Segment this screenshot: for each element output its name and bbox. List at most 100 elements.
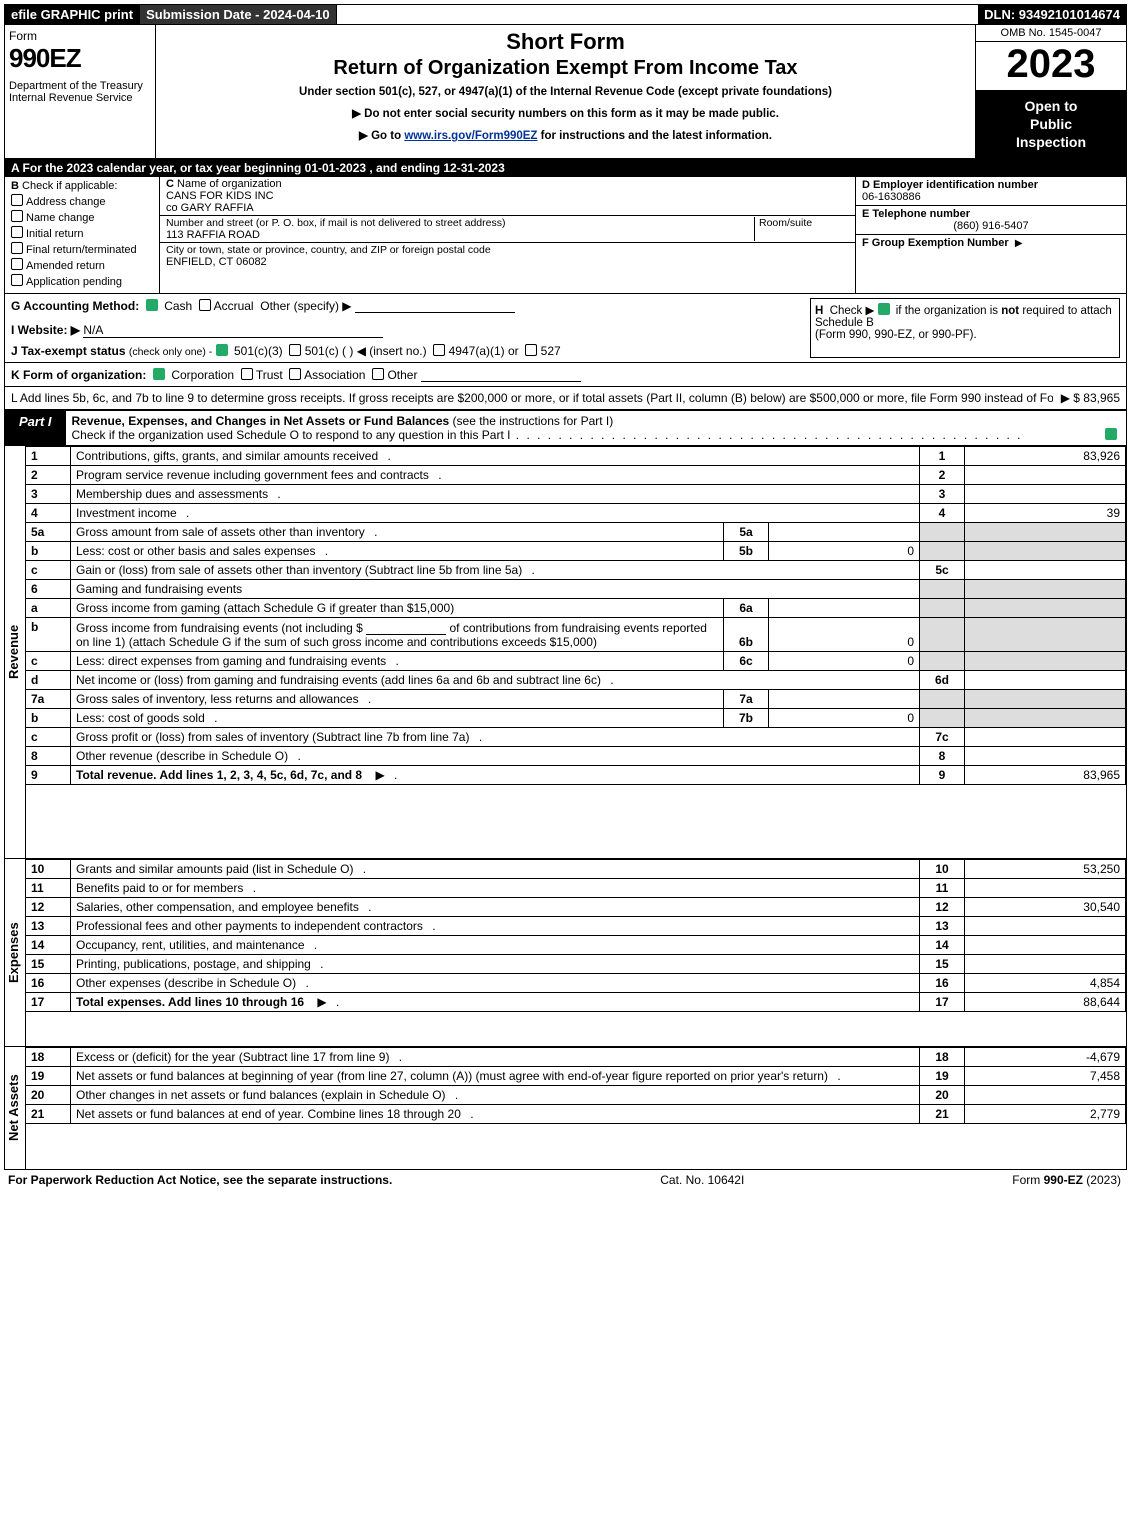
l6b-sub: 6b: [724, 617, 769, 651]
L-line: L Add lines 5b, 6c, and 7b to line 9 to …: [5, 387, 1126, 410]
l6b-blank[interactable]: [366, 620, 446, 635]
chk-final-return[interactable]: [11, 242, 23, 254]
L-text: L Add lines 5b, 6c, and 7b to line 9 to …: [11, 391, 1053, 405]
chk-corp[interactable]: [153, 368, 165, 380]
l18-amt: -4,679: [965, 1047, 1126, 1066]
l6a-num: a: [26, 598, 71, 617]
l7b-desc: Less: cost of goods sold: [76, 711, 205, 725]
line-8: 8 Other revenue (describe in Schedule O)…: [26, 746, 1126, 765]
footer-cat: Cat. No. 10642I: [660, 1173, 744, 1187]
opt-address-change: Address change: [26, 196, 106, 208]
l3-amt: [965, 484, 1126, 503]
l7a-sub: 7a: [724, 689, 769, 708]
chk-initial-return[interactable]: [11, 226, 23, 238]
line-3: 3 Membership dues and assessments 3: [26, 484, 1126, 503]
line-21: 21Net assets or fund balances at end of …: [26, 1104, 1126, 1123]
footer-right: Form 990-EZ (2023): [1012, 1173, 1121, 1187]
l6a-sub: 6a: [724, 598, 769, 617]
chk-name-change[interactable]: [11, 210, 23, 222]
l10-amt: 53,250: [965, 859, 1126, 878]
l17-desc: Total expenses. Add lines 10 through 16: [76, 995, 304, 1009]
expenses-vlabel: Expenses: [5, 859, 26, 1046]
l6c-desc: Less: direct expenses from gaming and fu…: [76, 654, 386, 668]
line-A: A For the 2023 calendar year, or tax yea…: [5, 159, 1126, 177]
l2-desc: Program service revenue including govern…: [76, 468, 429, 482]
line-13: 13Professional fees and other payments t…: [26, 916, 1126, 935]
chk-address-change[interactable]: [11, 194, 23, 206]
netassets-text: Net Assets: [5, 1047, 22, 1169]
part1-header: Part I Revenue, Expenses, and Changes in…: [5, 410, 1126, 446]
l11-num: 11: [26, 878, 71, 897]
l17-amt: 88,644: [965, 992, 1126, 1011]
open-public-inspection: Open to Public Inspection: [976, 91, 1126, 158]
J-small: (check only one) -: [129, 346, 212, 358]
l12-num: 12: [26, 897, 71, 916]
opt-amended: Amended return: [26, 260, 105, 272]
opt-501c: 501(c) ( ) ◀ (insert no.): [305, 344, 427, 358]
chk-assoc[interactable]: [289, 368, 301, 380]
efile-print[interactable]: efile GRAPHIC print: [5, 5, 140, 24]
subtitle: Under section 501(c), 527, or 4947(a)(1)…: [164, 86, 967, 98]
chk-cash[interactable]: [146, 299, 158, 311]
l16-num: 16: [26, 973, 71, 992]
chk-other-org[interactable]: [372, 368, 384, 380]
other-method-input[interactable]: [355, 298, 515, 313]
chk-4947[interactable]: [433, 344, 445, 356]
chk-501c3[interactable]: [216, 344, 228, 356]
netassets-vlabel: Net Assets: [5, 1047, 26, 1169]
line-16: 16Other expenses (describe in Schedule O…: [26, 973, 1126, 992]
l5a-num: 5a: [26, 522, 71, 541]
l6c-sub: 6c: [724, 651, 769, 670]
l1-num: 1: [26, 446, 71, 465]
line-7c: c Gross profit or (loss) from sales of i…: [26, 727, 1126, 746]
goto-post: for instructions and the latest informat…: [537, 130, 772, 142]
revenue-vlabel: Revenue: [5, 446, 26, 858]
chk-527[interactable]: [525, 344, 537, 356]
l19-ln: 19: [920, 1066, 965, 1085]
line-4: 4 Investment income 4 39: [26, 503, 1126, 522]
identity-block: B Check if applicable: Address change Na…: [5, 177, 1126, 294]
line-6c: c Less: direct expenses from gaming and …: [26, 651, 1126, 670]
l16-ln: 16: [920, 973, 965, 992]
l17-num: 17: [26, 992, 71, 1011]
l6a-desc: Gross income from gaming (attach Schedul…: [76, 601, 454, 615]
l1-amt: 83,926: [965, 446, 1126, 465]
l7b-sub: 7b: [724, 708, 769, 727]
l5a-sub: 5a: [724, 522, 769, 541]
chk-trust[interactable]: [241, 368, 253, 380]
l6d-amt: [965, 670, 1126, 689]
chk-app-pending[interactable]: [11, 274, 23, 286]
chk-H[interactable]: [878, 303, 890, 315]
other-org-input[interactable]: [421, 367, 581, 382]
goto-line: ▶ Go to www.irs.gov/Form990EZ for instru…: [164, 128, 967, 142]
line-7a: 7a Gross sales of inventory, less return…: [26, 689, 1126, 708]
I-label: I Website: ▶: [11, 323, 80, 337]
l14-num: 14: [26, 935, 71, 954]
l12-amt: 30,540: [965, 897, 1126, 916]
chk-501c[interactable]: [289, 344, 301, 356]
chk-amended[interactable]: [11, 258, 23, 270]
chk-part1-scheduleO[interactable]: [1105, 428, 1117, 440]
l7c-ln: 7c: [920, 727, 965, 746]
l11-desc: Benefits paid to or for members: [76, 881, 243, 895]
chk-accrual[interactable]: [199, 299, 211, 311]
l5a-subval: [769, 522, 920, 541]
l8-desc: Other revenue (describe in Schedule O): [76, 749, 288, 763]
part1-tab: Part I: [5, 411, 66, 445]
l6-num: 6: [26, 579, 71, 598]
l16-amt: 4,854: [965, 973, 1126, 992]
irs-link[interactable]: www.irs.gov/Form990EZ: [404, 130, 537, 142]
line-5c: c Gain or (loss) from sale of assets oth…: [26, 560, 1126, 579]
opt-corp: Corporation: [171, 368, 234, 382]
F-arrow-icon: ▶: [1015, 238, 1023, 249]
l21-num: 21: [26, 1104, 71, 1123]
l5c-ln: 5c: [920, 560, 965, 579]
line-5a: 5a Gross amount from sale of assets othe…: [26, 522, 1126, 541]
line-2: 2 Program service revenue including gove…: [26, 465, 1126, 484]
l14-amt: [965, 935, 1126, 954]
netassets-block: Net Assets 18Excess or (deficit) for the…: [5, 1046, 1126, 1169]
form-container: efile GRAPHIC print Submission Date - 20…: [4, 4, 1127, 1170]
l6d-desc: Net income or (loss) from gaming and fun…: [76, 673, 601, 687]
l3-desc: Membership dues and assessments: [76, 487, 268, 501]
l14-ln: 14: [920, 935, 965, 954]
